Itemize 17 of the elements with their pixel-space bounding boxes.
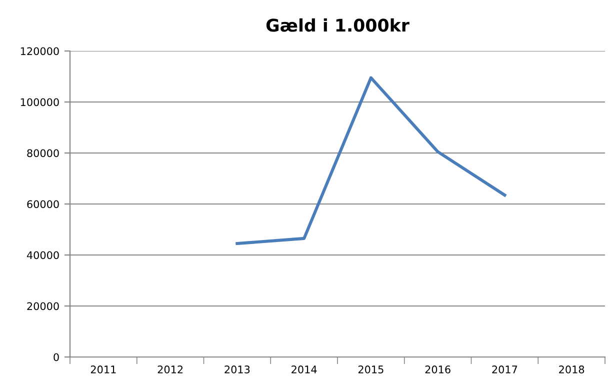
y-tick-label: 120000 [20,47,59,56]
y-tick-label: 60000 [27,200,59,208]
x-tick-label: 2012 [158,366,183,374]
x-tick-label: 2013 [224,366,250,374]
x-tick-label: 2018 [559,366,584,374]
y-tick-label: 40000 [26,251,59,260]
x-tick-label: 2017 [492,366,518,374]
x-tick-label: 2016 [425,366,450,374]
x-tick-label: 2015 [358,366,384,374]
y-tick-label: 0 [54,353,59,362]
y-tick-label: 100000 [20,98,59,106]
chart-title: Gæld i 1.000kr [266,18,410,32]
x-tick-label: 2011 [90,366,116,374]
y-tick-label: 20000 [27,302,59,310]
line-series [236,76,506,246]
x-tick-label: 2014 [292,366,317,374]
y-tick-label: 80000 [27,149,59,158]
